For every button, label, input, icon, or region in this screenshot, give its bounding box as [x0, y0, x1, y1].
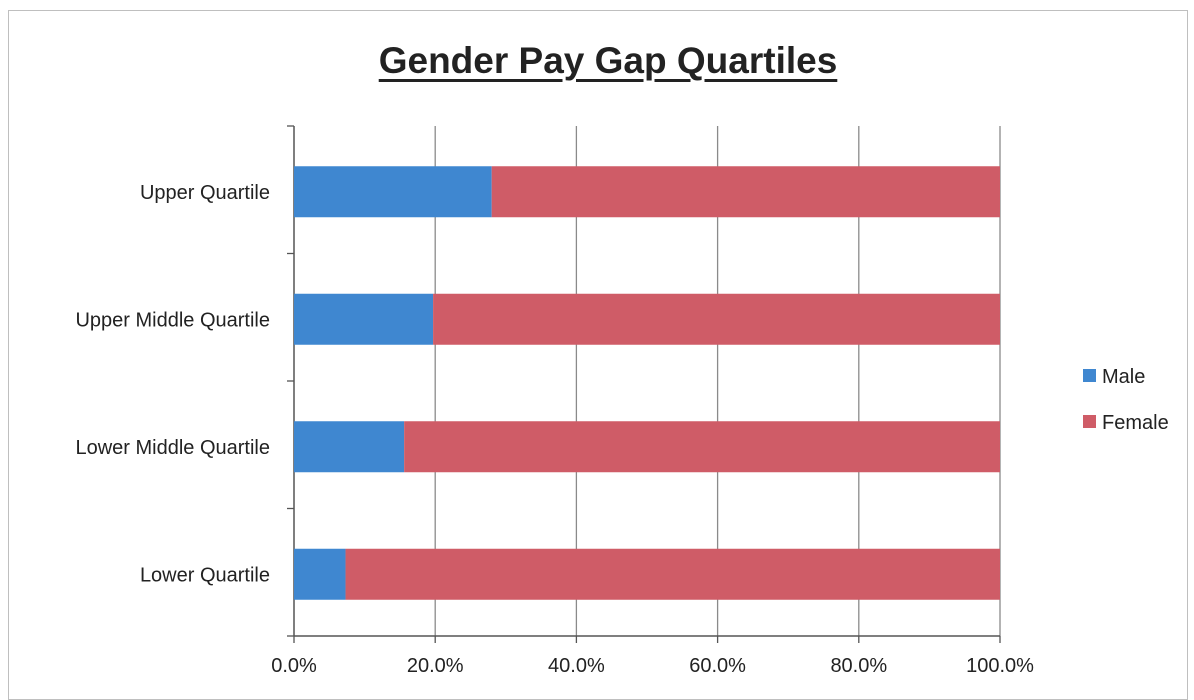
legend-label-female: Female	[1102, 412, 1169, 434]
legend-swatch-male	[1083, 369, 1096, 382]
category-label: Lower Middle Quartile	[75, 437, 270, 459]
bar-female	[491, 166, 1000, 218]
bar-female	[404, 421, 1000, 473]
x-tick-label: 20.0%	[407, 655, 464, 677]
chart-title: Gender Pay Gap Quartiles	[378, 40, 838, 81]
category-label: Upper Middle Quartile	[75, 309, 270, 331]
bar-male	[294, 548, 346, 600]
legend-label-male: Male	[1102, 366, 1145, 388]
bar-male	[294, 293, 434, 345]
category-label: Lower Quartile	[140, 564, 270, 586]
bar-male	[294, 421, 405, 473]
bar-female	[433, 293, 1000, 345]
x-tick-label: 60.0%	[689, 655, 746, 677]
legend-swatch-female	[1083, 415, 1096, 428]
bar-male	[294, 166, 492, 218]
x-tick-label: 100.0%	[966, 655, 1034, 677]
x-tick-label: 40.0%	[548, 655, 605, 677]
x-tick-label: 80.0%	[830, 655, 887, 677]
x-tick-label: 0.0%	[271, 655, 317, 677]
bar-female	[345, 548, 1001, 600]
category-label: Upper Quartile	[140, 182, 270, 204]
